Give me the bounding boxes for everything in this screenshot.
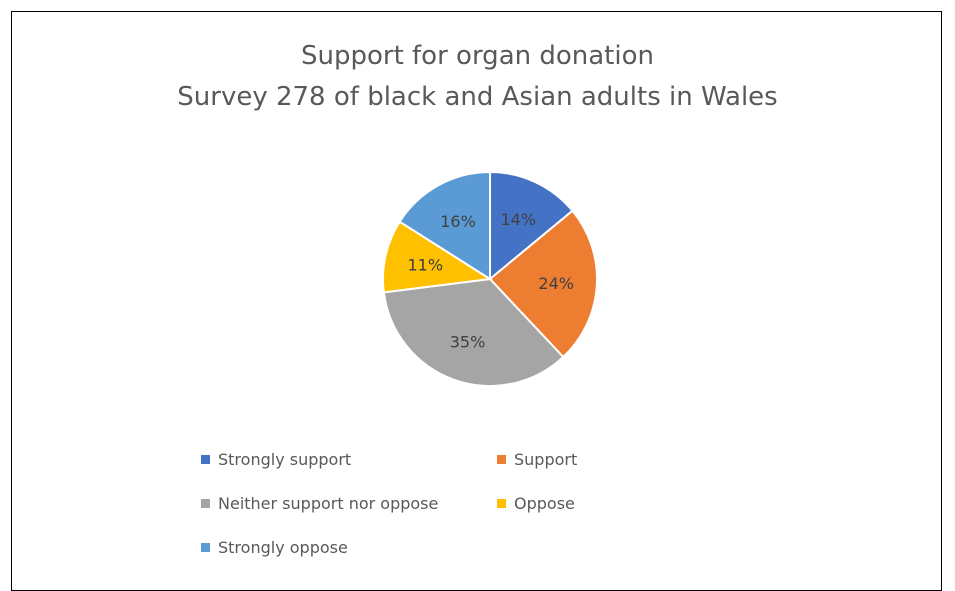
data-label-strongly-support: 14% (500, 210, 536, 229)
data-label-strongly-oppose: 16% (440, 212, 476, 231)
chart-title: Support for organ donation Survey 278 of… (0, 36, 955, 118)
pie-chart: 14% 24% 35% 11% 16% (382, 170, 598, 387)
data-label-support: 24% (538, 274, 574, 293)
pie-slice-oppose (382, 220, 493, 294)
data-label-oppose: 11% (407, 256, 443, 275)
chart-title-line-2: Survey 278 of black and Asian adults in … (177, 82, 778, 112)
chart-title-line-1: Support for organ donation (300, 41, 654, 71)
data-label-neither-support-nor-oppose: 35% (450, 332, 486, 351)
pie-slice-support (488, 209, 598, 359)
pie-slice-neither-support-nor-oppose (382, 277, 565, 387)
pie-slice-strongly-support (489, 170, 574, 282)
pie-slice-strongly-oppose (398, 170, 491, 281)
